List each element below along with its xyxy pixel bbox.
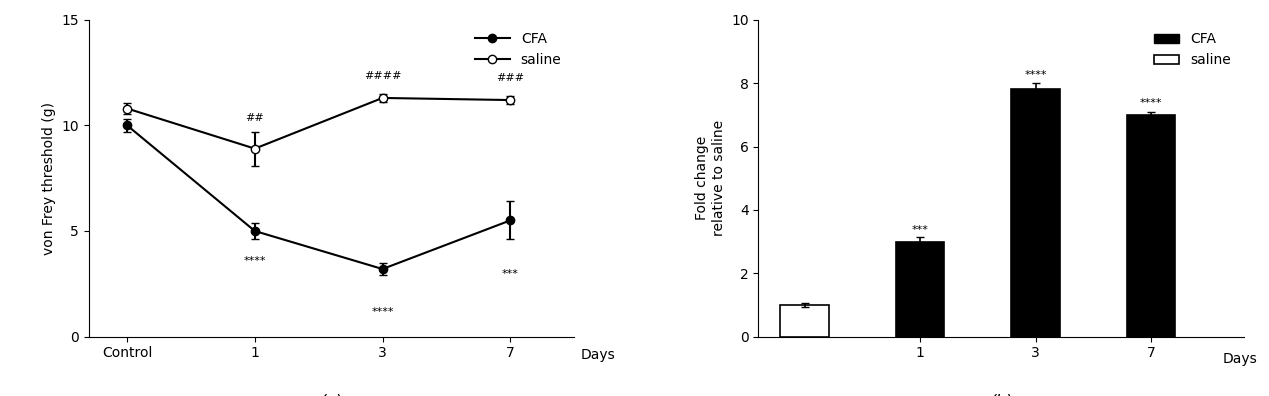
Legend: CFA, saline: CFA, saline: [1148, 27, 1237, 73]
Text: ***: ***: [911, 225, 929, 234]
Text: ###: ###: [496, 73, 524, 83]
Text: ****: ****: [1140, 98, 1162, 108]
Legend: CFA, saline: CFA, saline: [470, 27, 567, 73]
Text: ****: ****: [1024, 70, 1047, 80]
Text: (a): (a): [320, 394, 343, 396]
Bar: [1127, 115, 1175, 337]
Text: ****: ****: [372, 307, 393, 317]
Bar: [780, 305, 829, 337]
Text: ***: ***: [501, 269, 519, 279]
Text: Days: Days: [580, 348, 615, 362]
Text: (b): (b): [990, 394, 1013, 396]
Text: ####: ####: [364, 71, 401, 81]
Bar: [1011, 89, 1060, 337]
Text: Days: Days: [1223, 352, 1258, 366]
Y-axis label: Fold change
relative to saline: Fold change relative to saline: [695, 120, 726, 236]
Text: ##: ##: [245, 113, 264, 123]
Y-axis label: von Frey threshold (g): von Frey threshold (g): [42, 102, 56, 255]
Bar: [896, 242, 944, 337]
Text: ****: ****: [244, 256, 266, 267]
